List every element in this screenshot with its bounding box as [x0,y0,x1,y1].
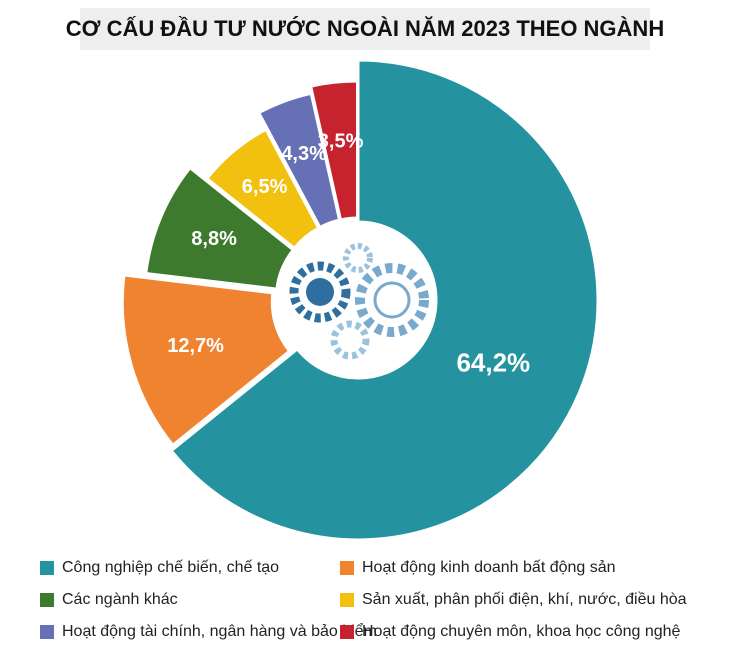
legend-swatch [340,625,354,639]
legend-swatch [40,593,54,607]
value-label: 8,8% [191,228,237,250]
slice [169,58,600,542]
legend-label: Sản xuất, phân phối điện, khí, nước, điề… [362,591,687,608]
legend-label: Các ngành khác [62,591,178,608]
chart-title: CƠ CẤU ĐẦU TƯ NƯỚC NGOÀI NĂM 2023 THEO N… [66,16,664,41]
value-label: 64,2% [456,348,530,378]
legend-swatch [340,561,354,575]
value-label: 6,5% [242,176,288,198]
legend-swatch [340,593,354,607]
legend-label: Hoạt động kinh doanh bất động sản [362,559,616,576]
value-label: 4,3% [281,143,327,165]
legend-swatch [40,561,54,575]
legend-swatch [40,625,54,639]
slice [308,79,360,222]
title-band [80,8,650,50]
legend-label: Hoạt động tài chính, ngân hàng và bảo hi… [62,622,377,640]
slice [120,273,292,448]
center-icon [286,228,430,372]
value-label: 3,5% [318,131,364,153]
legend-label: Công nghiệp chế biến, chế tạo [62,559,279,576]
legend-label: Hoạt động chuyên môn, khoa học công nghệ [362,623,681,640]
value-label: 12,7% [167,335,224,357]
slice [144,165,296,291]
